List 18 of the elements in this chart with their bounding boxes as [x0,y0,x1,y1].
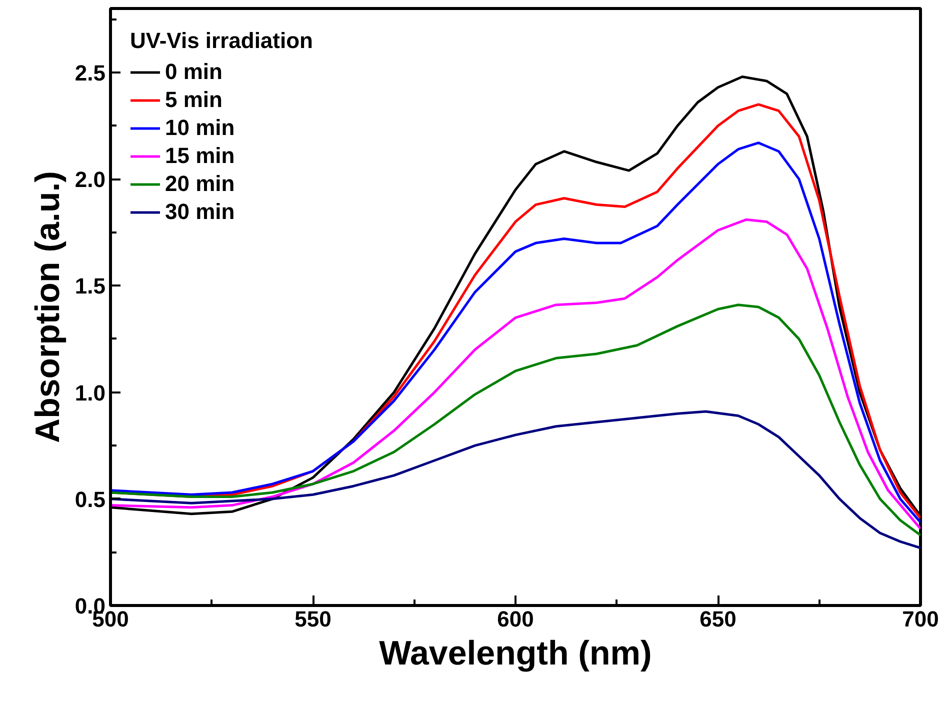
x-tick-label: 650 [700,606,736,632]
y-tick-label: 2.5 [74,60,106,86]
legend-label: 30 min [165,199,235,225]
legend-label: 10 min [165,115,235,141]
legend-label: 5 min [165,87,222,113]
y-axis-title: Absorption (a.u.) [28,171,67,443]
x-tick-label: 550 [294,606,332,632]
y-tick-label: 1.0 [74,380,106,406]
x-tick-label: 700 [902,606,939,632]
legend-label: 20 min [165,171,235,197]
x-axis-title: Wavelength (nm) [379,634,652,672]
legend-label: 15 min [165,143,235,169]
y-tick-label: 1.5 [74,274,106,299]
x-tick-label: 600 [497,606,534,632]
y-tick-label: 0.5 [74,486,106,512]
legend-label: 0 min [165,59,222,85]
legend-title: UV-Vis irradiation [130,28,313,54]
y-tick-label: 2.0 [74,167,106,192]
